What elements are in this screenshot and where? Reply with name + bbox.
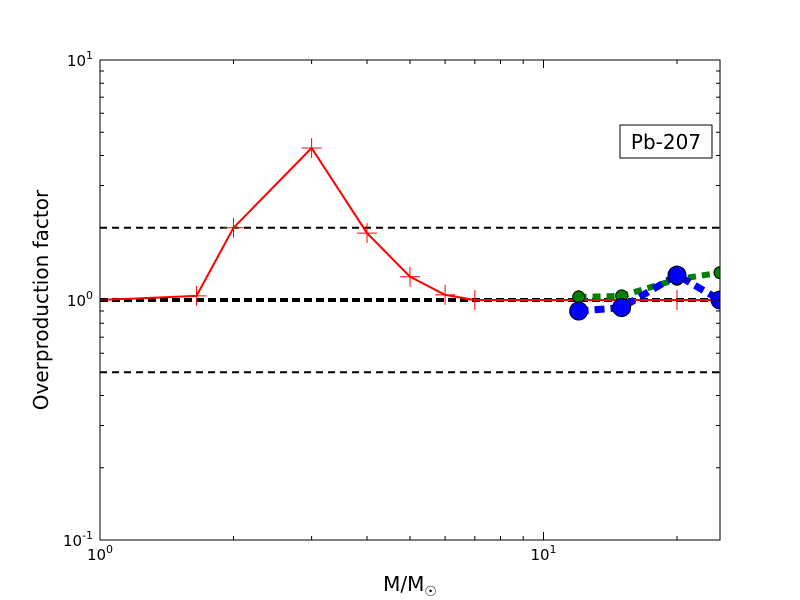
x-tick-label-0-exponent: 0	[106, 543, 113, 556]
series-0-point-3	[301, 137, 322, 158]
y-tick-label-1: 100	[67, 289, 93, 310]
series-2-point-1	[612, 298, 632, 318]
y-axis-label: Overproduction factor	[29, 189, 53, 410]
series-0-point-4	[357, 223, 378, 244]
y-tick-label-1-exponent: 0	[86, 289, 93, 302]
series-2-point-0	[569, 301, 589, 321]
y-tick-label-0-exponent: -1	[82, 529, 93, 542]
annotation-text: Pb-207	[631, 130, 701, 154]
y-tick-label-0-base: 10	[63, 532, 82, 550]
series-line-1	[578, 269, 720, 300]
x-tick-label-1: 101	[530, 543, 556, 564]
y-tick-label-0: 10-1	[63, 529, 93, 550]
series-0-point-6	[435, 284, 456, 305]
x-tick-label-1-exponent: 1	[550, 543, 557, 556]
annotation-box	[619, 124, 713, 159]
x-tick-label-0: 100	[87, 543, 113, 564]
series-0-point-1	[186, 285, 207, 306]
series-line-2	[578, 271, 720, 315]
x-axis-label: M/M☉	[383, 572, 437, 600]
series-1-point-3	[713, 266, 720, 280]
x-axis-label-subscript: ☉	[424, 584, 437, 600]
series-2	[569, 265, 720, 321]
isotope-annotation: Pb-207	[619, 124, 713, 159]
series-0-point-5	[400, 266, 420, 287]
x-tick-label-1-base: 10	[530, 546, 549, 564]
x-tick-label-0-base: 10	[87, 546, 106, 564]
y-tick-label-2-exponent: 1	[86, 49, 93, 62]
y-tick-label-2-base: 10	[67, 52, 86, 70]
series-2-point-2	[667, 265, 687, 285]
series-0-point-2	[223, 217, 244, 238]
series-0-point-10	[667, 290, 688, 310]
y-tick-label-1-base: 10	[67, 292, 86, 310]
series-1-point-0	[572, 290, 586, 304]
y-tick-label-2: 101	[67, 49, 93, 70]
series-layer	[100, 137, 720, 321]
series-0-point-7	[464, 290, 485, 310]
x-axis-label-main: M/M	[383, 572, 424, 596]
